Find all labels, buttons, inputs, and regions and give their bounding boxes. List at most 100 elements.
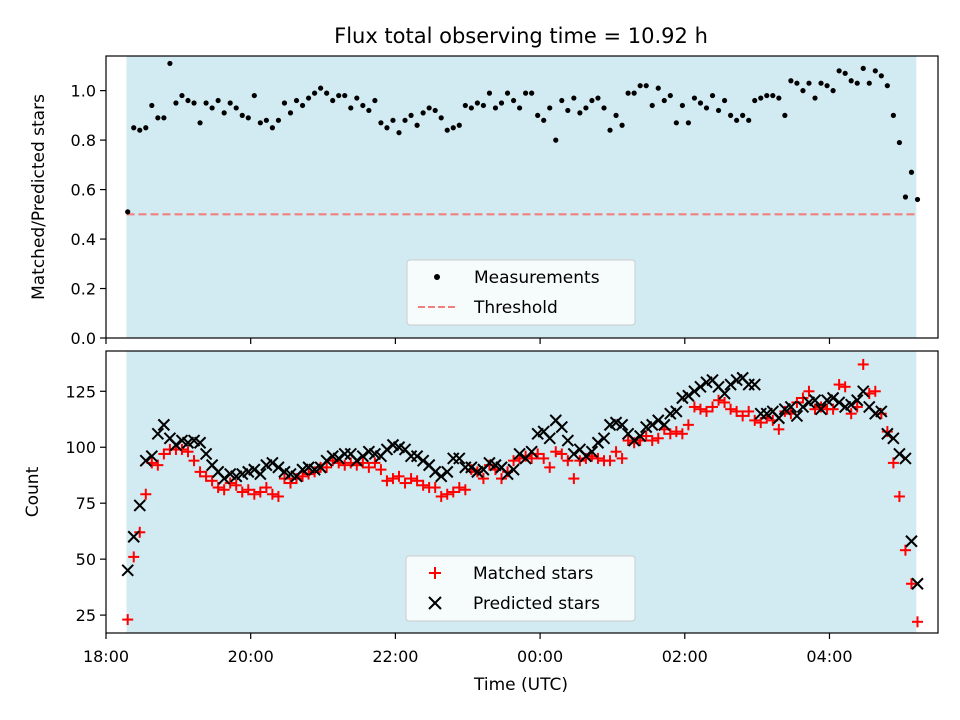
predicted-star-point: [145, 449, 159, 463]
matched-star-point: [682, 419, 694, 431]
measurement-point: [649, 102, 655, 109]
matched-star-point: [538, 452, 550, 464]
measurement-point: [414, 122, 420, 128]
predicted-star-point: [501, 467, 514, 481]
measurement-points: [125, 60, 921, 215]
matched-star-point: [441, 488, 453, 500]
predicted-star-point: [718, 387, 731, 400]
measurement-point: [583, 105, 589, 111]
predicted-star-point: [851, 394, 864, 407]
measurement-point: [305, 95, 312, 101]
measurement-point: [878, 73, 884, 79]
measurement-point: [824, 83, 830, 89]
measurement-point: [203, 100, 209, 106]
measurement-point: [734, 117, 740, 123]
x-tick-label: 00:00: [517, 647, 563, 666]
y-tick-label: 0.4: [71, 230, 96, 249]
measurement-point: [818, 80, 824, 86]
measurement-point: [137, 127, 143, 133]
matched-star-point: [845, 408, 857, 420]
matched-star-point: [833, 379, 845, 391]
predicted-star-point: [585, 445, 599, 458]
legend-predicted-label: Predicted stars: [473, 594, 600, 614]
predicted-star-point: [875, 405, 888, 418]
matched-star-point: [905, 578, 917, 590]
measurement-point: [402, 117, 408, 123]
predicted-star-point: [844, 398, 858, 411]
matched-star-point: [664, 428, 676, 440]
measurement-point: [860, 65, 866, 71]
matched-star-point: [188, 455, 200, 467]
matched-star-point: [803, 385, 815, 397]
y-tick-label: 0.6: [71, 181, 96, 200]
matched-star-point: [610, 446, 622, 458]
measurement-point: [655, 85, 661, 91]
predicted-star-point: [905, 535, 918, 548]
measurement-point: [179, 92, 185, 99]
measurement-point: [468, 105, 474, 111]
predicted-star-point: [121, 564, 134, 577]
measurement-point: [866, 80, 872, 86]
matched-star-point: [321, 461, 333, 473]
measurement-point: [293, 97, 300, 104]
chart-title: Flux total observing time = 10.92 h: [334, 24, 708, 48]
predicted-star-point: [543, 432, 556, 445]
measurement-point: [149, 102, 155, 109]
measurement-point: [740, 112, 746, 118]
measurement-point: [746, 117, 752, 123]
measurement-point: [661, 97, 667, 104]
matched-star-point: [242, 484, 254, 496]
matched-star-point: [272, 490, 284, 502]
matched-star-point: [550, 446, 562, 458]
measurement-point: [221, 110, 227, 116]
measurement-point: [752, 97, 758, 104]
count-panel: 25 50 75 100 125 18:00 20:00 22:00 00:00 02:00 04…: [23, 350, 939, 695]
predicted-star-point: [688, 385, 701, 398]
measurement-point: [776, 95, 782, 101]
matched-star-point: [303, 468, 315, 480]
measurement-point: [318, 85, 324, 91]
matched-star-point: [526, 452, 538, 464]
measurement-point: [245, 115, 251, 121]
matched-star-point: [381, 475, 393, 487]
matched-star-point: [809, 403, 821, 415]
y-tick-label: 50: [76, 550, 96, 569]
measurement-point: [348, 105, 354, 111]
ratio-legend: Measurements Threshold: [406, 259, 636, 326]
matched-star-point: [224, 477, 236, 489]
measurement-point: [456, 122, 462, 128]
measurement-point: [444, 127, 450, 133]
matched-star-point: [881, 426, 893, 438]
matched-star-point: [688, 401, 700, 413]
predicted-star-point: [670, 405, 683, 418]
measurement-point: [685, 120, 692, 126]
ratio-y-label: Matched/Predicted stars: [29, 94, 49, 300]
matched-star-point: [393, 470, 405, 482]
matched-star-point: [387, 473, 399, 485]
measurement-point: [715, 107, 722, 114]
matched-star-point: [755, 417, 767, 429]
matched-star-point: [815, 401, 827, 413]
predicted-star-point: [332, 452, 345, 465]
count-legend-box: [405, 555, 636, 622]
matched-star-point: [140, 488, 152, 500]
measurement-point: [571, 95, 577, 101]
measurement-point: [426, 105, 432, 111]
measurement-point: [601, 105, 607, 111]
measurement-point: [721, 97, 728, 104]
legend-measurements-label: Measurements: [474, 268, 600, 288]
predicted-star-point: [615, 418, 629, 432]
predicted-star-point: [350, 454, 364, 467]
matched-star-point: [477, 473, 489, 485]
matched-star-point: [604, 455, 616, 467]
x-tick-label: 22:00: [372, 647, 418, 666]
measurement-point: [896, 139, 903, 146]
y-tick-label: 0.2: [71, 280, 96, 299]
matched-star-point: [562, 455, 574, 467]
predicted-star-points: [121, 371, 924, 590]
matched-star-point: [731, 405, 743, 417]
measurement-point: [269, 125, 275, 131]
measurement-point: [215, 97, 221, 104]
count-y-axis: 25 50 75 100 125: [65, 382, 106, 625]
matched-star-point: [399, 477, 411, 489]
